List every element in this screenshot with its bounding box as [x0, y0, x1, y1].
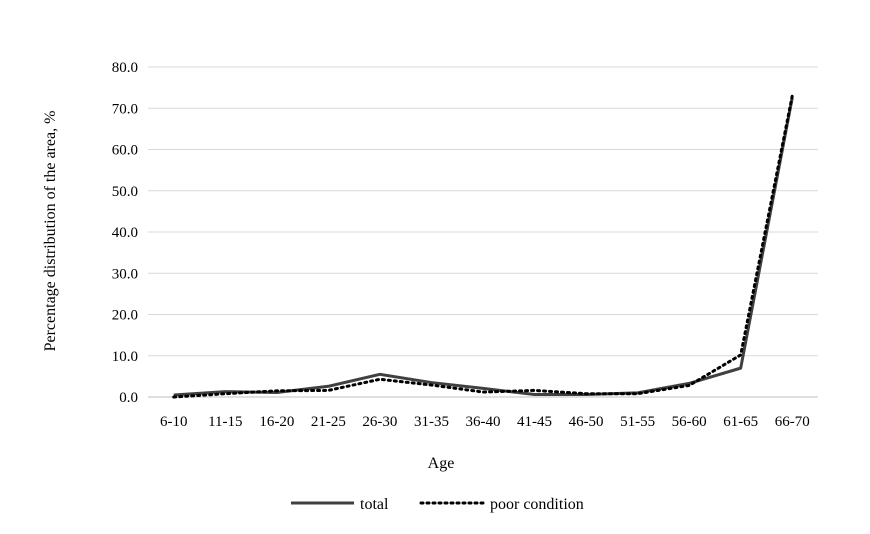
legend: total poor condition	[291, 496, 584, 513]
legend-label-poor-condition: poor condition	[490, 496, 584, 513]
y-tick-label: 80.0	[112, 60, 138, 76]
x-tick-label: 11-15	[208, 414, 242, 430]
x-tick-label: 41-45	[517, 414, 552, 430]
y-tick-label: 40.0	[112, 225, 138, 241]
x-tick-label: 51-55	[620, 414, 655, 430]
x-tick-label: 31-35	[414, 414, 449, 430]
y-tick-label: 30.0	[112, 266, 138, 282]
x-tick-label: 26-30	[362, 414, 397, 430]
gridlines	[148, 66, 818, 398]
x-tick-label: 56-60	[672, 414, 707, 430]
x-tick-label: 21-25	[311, 414, 346, 430]
x-tick-label: 61-65	[723, 414, 758, 430]
y-tick-label: 10.0	[112, 349, 138, 365]
legend-label-total: total	[360, 496, 389, 513]
y-axis-title: Percentage distribution of the area, %	[42, 111, 59, 352]
y-tick-label: 50.0	[112, 184, 138, 200]
y-tick-label: 60.0	[112, 143, 138, 159]
y-tick-label: 70.0	[112, 101, 138, 117]
y-tick-label: 20.0	[112, 308, 138, 324]
x-axis-title: Age	[428, 455, 455, 472]
x-tick-label: 16-20	[259, 414, 294, 430]
x-tick-label: 6-10	[160, 414, 188, 430]
y-tick-label: 0.0	[119, 390, 138, 406]
x-tick-label: 46-50	[569, 414, 604, 430]
x-tick-label: 36-40	[466, 414, 501, 430]
series-lines	[172, 94, 794, 399]
y-tick-labels: 0.0 10.0 20.0 30.0 40.0 50.0 60.0 70.0 80.0	[112, 60, 138, 406]
x-tick-label: 66-70	[775, 414, 810, 430]
x-tick-labels: 6-10 11-15 16-20 21-25 26-30 31-35 36-40 41-45 4…	[160, 414, 810, 430]
series-line-poor-condition	[172, 94, 794, 399]
series-line-total	[173, 97, 794, 397]
